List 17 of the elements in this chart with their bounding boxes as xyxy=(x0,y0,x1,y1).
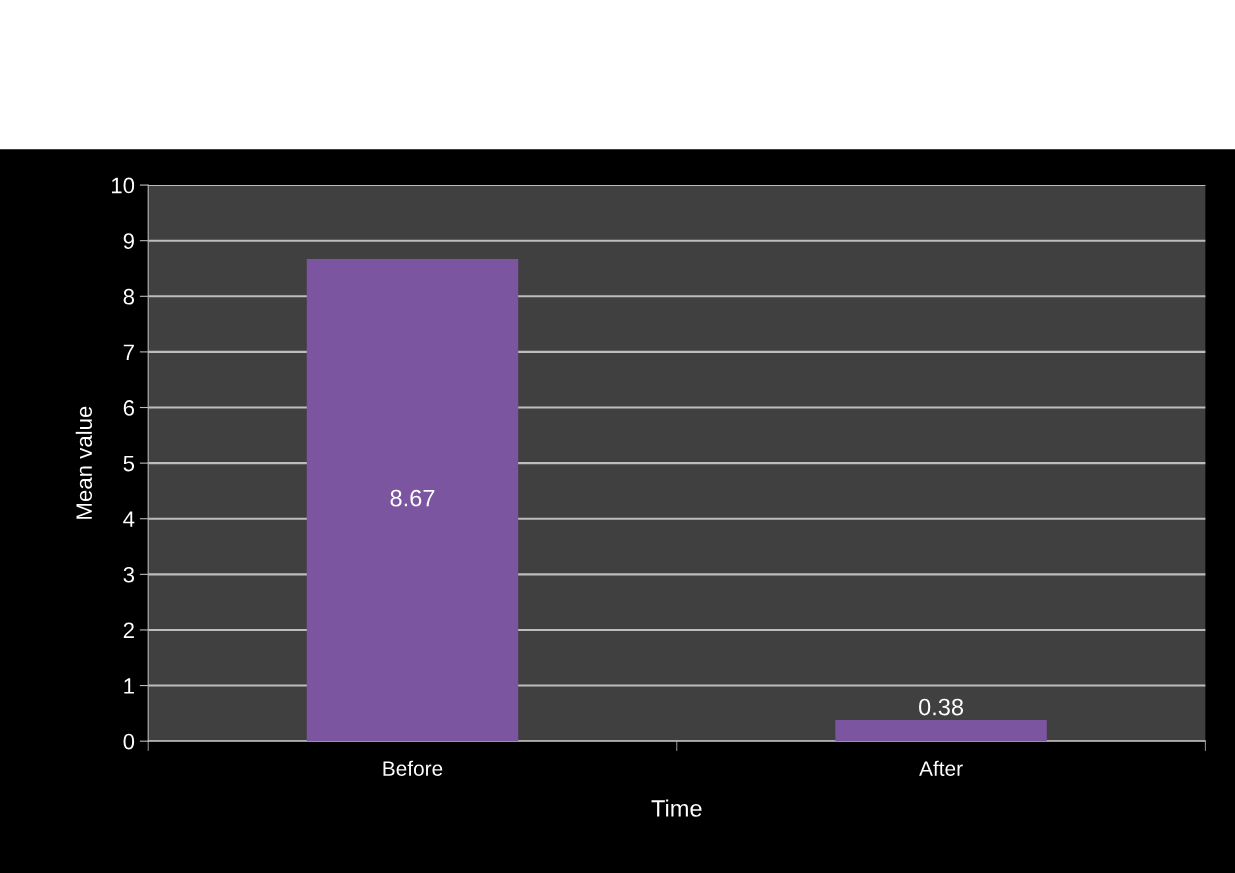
y-tick-label: 7 xyxy=(123,344,134,360)
y-axis-title: Mean value xyxy=(75,406,93,519)
y-tick-label: 8 xyxy=(123,288,135,305)
y-tick-label: 6 xyxy=(123,400,135,416)
y-tick-label: 3 xyxy=(123,566,135,583)
x-tick-label: Before xyxy=(383,760,443,776)
data-label: 0.38 xyxy=(919,698,964,716)
y-tick-label: 10 xyxy=(111,177,135,194)
y-tick-label: 4 xyxy=(123,511,135,527)
y-tick-label: 2 xyxy=(123,622,134,639)
x-axis-title: Time xyxy=(651,799,702,817)
data-label: 8.67 xyxy=(390,489,435,507)
y-tick-label: 9 xyxy=(123,233,134,249)
x-tick-label: After xyxy=(919,760,963,776)
y-tick-label: 1 xyxy=(124,678,134,694)
y-tick-label: 5 xyxy=(123,455,135,472)
y-tick-label: 0 xyxy=(123,733,135,750)
